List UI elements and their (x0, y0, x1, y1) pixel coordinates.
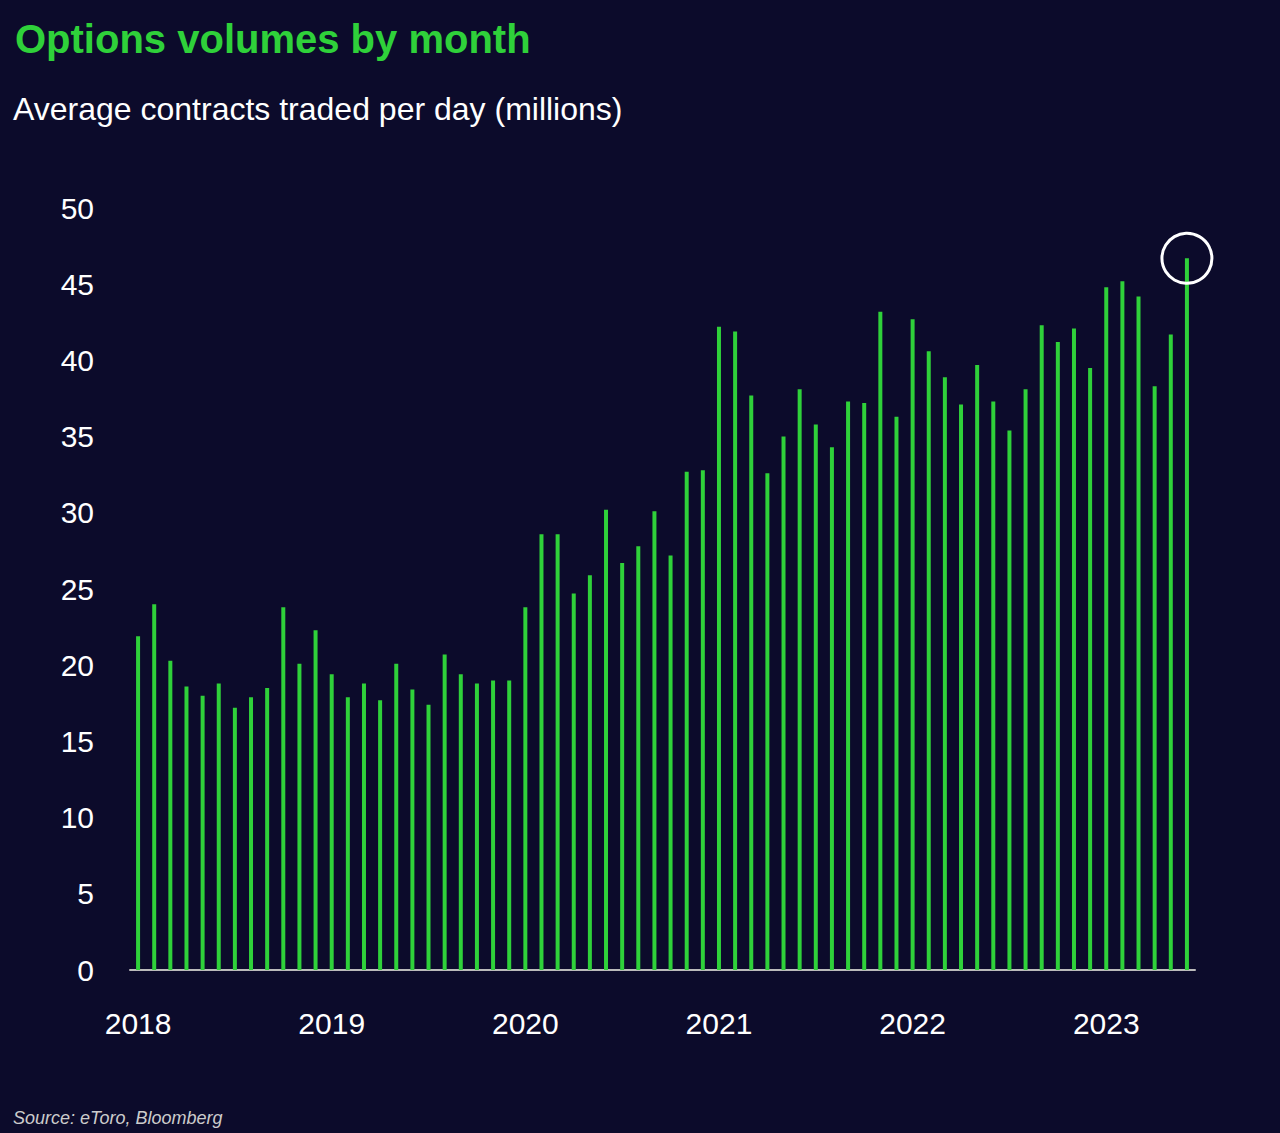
svg-text:2018: 2018 (105, 1007, 172, 1040)
svg-text:2019: 2019 (298, 1007, 365, 1040)
svg-text:35: 35 (61, 420, 94, 453)
svg-text:40: 40 (61, 344, 94, 377)
svg-text:10: 10 (61, 801, 94, 834)
svg-text:2020: 2020 (492, 1007, 559, 1040)
svg-text:20: 20 (61, 649, 94, 682)
svg-text:2023: 2023 (1073, 1007, 1140, 1040)
svg-text:5: 5 (77, 877, 94, 910)
svg-text:2022: 2022 (879, 1007, 946, 1040)
svg-text:25: 25 (61, 573, 94, 606)
svg-text:15: 15 (61, 725, 94, 758)
svg-text:45: 45 (61, 268, 94, 301)
svg-text:2021: 2021 (686, 1007, 753, 1040)
svg-text:0: 0 (77, 954, 94, 987)
svg-text:50: 50 (61, 192, 94, 225)
svg-text:Options volumes by month: Options volumes by month (15, 17, 531, 61)
svg-text:Source: eToro, Bloomberg: Source: eToro, Bloomberg (13, 1108, 222, 1128)
svg-text:Average contracts traded per d: Average contracts traded per day (millio… (13, 91, 622, 127)
svg-text:30: 30 (61, 496, 94, 529)
